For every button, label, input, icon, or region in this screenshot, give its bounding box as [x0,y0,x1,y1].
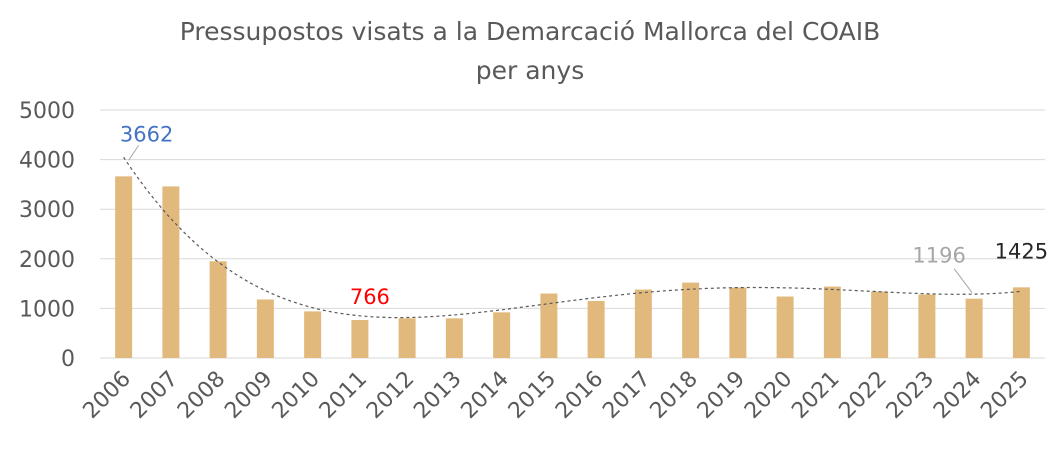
x-tick-label: 2016 [551,367,608,424]
x-tick-label: 2009 [220,367,277,424]
x-tick-label: 2011 [315,367,372,424]
bar-2014 [493,312,511,358]
y-tick-label: 4000 [19,149,75,174]
data-label-2011: 766 [350,285,390,309]
y-tick-label: 1000 [19,297,75,322]
bar-2023 [918,294,936,358]
x-tick-label: 2020 [740,367,797,424]
x-tick-label: 2006 [79,367,136,424]
x-tick-label: 2022 [835,367,892,424]
bar-2007 [162,186,180,358]
bar-2020 [776,296,794,358]
x-tick-label: 2013 [409,367,466,424]
y-tick-label: 5000 [19,99,75,124]
bar-2018 [682,282,700,358]
bar-2009 [256,299,274,358]
chart-subtitle: per anys [476,56,584,85]
data-label-leader [953,268,973,293]
bar-2024 [965,298,983,358]
y-tick-label: 2000 [19,248,75,273]
bar-2008 [209,261,227,358]
x-tick-label: 2015 [504,367,561,424]
x-tick-label: 2024 [929,367,986,424]
x-tick-label: 2025 [976,367,1033,424]
bar-2013 [445,318,463,358]
y-tick-label: 0 [61,347,75,372]
bar-2010 [304,311,322,358]
x-tick-label: 2012 [362,367,419,424]
x-tick-label: 2017 [598,367,655,424]
x-tick-label: 2021 [787,367,844,424]
bar-2016 [587,300,605,358]
bar-2011 [351,320,369,358]
x-tick-label: 2023 [882,367,939,424]
x-tick-label: 2007 [126,367,183,424]
x-tick-label: 2010 [268,367,325,424]
bar-2019 [729,287,747,358]
data-label-2024: 1196 [912,244,965,268]
y-tick-label: 3000 [19,198,75,223]
trendline [123,156,1022,319]
x-tick-label: 2008 [173,367,230,424]
bar-2022 [871,291,889,358]
x-tick-label: 2014 [457,367,514,424]
bar-2012 [398,318,416,358]
data-label-2006: 3662 [120,122,173,146]
bar-2017 [634,289,652,358]
x-tick-label: 2018 [646,367,703,424]
bar-2025 [1012,287,1030,358]
bar-2006 [115,176,133,358]
bar-2015 [540,293,558,358]
bar-2021 [823,286,841,358]
data-label-2025: 1425 [995,239,1048,263]
x-tick-label: 2019 [693,367,750,424]
chart-title: Pressupostos visats a la Demarcació Mall… [180,17,881,46]
data-label-leader [128,145,140,161]
